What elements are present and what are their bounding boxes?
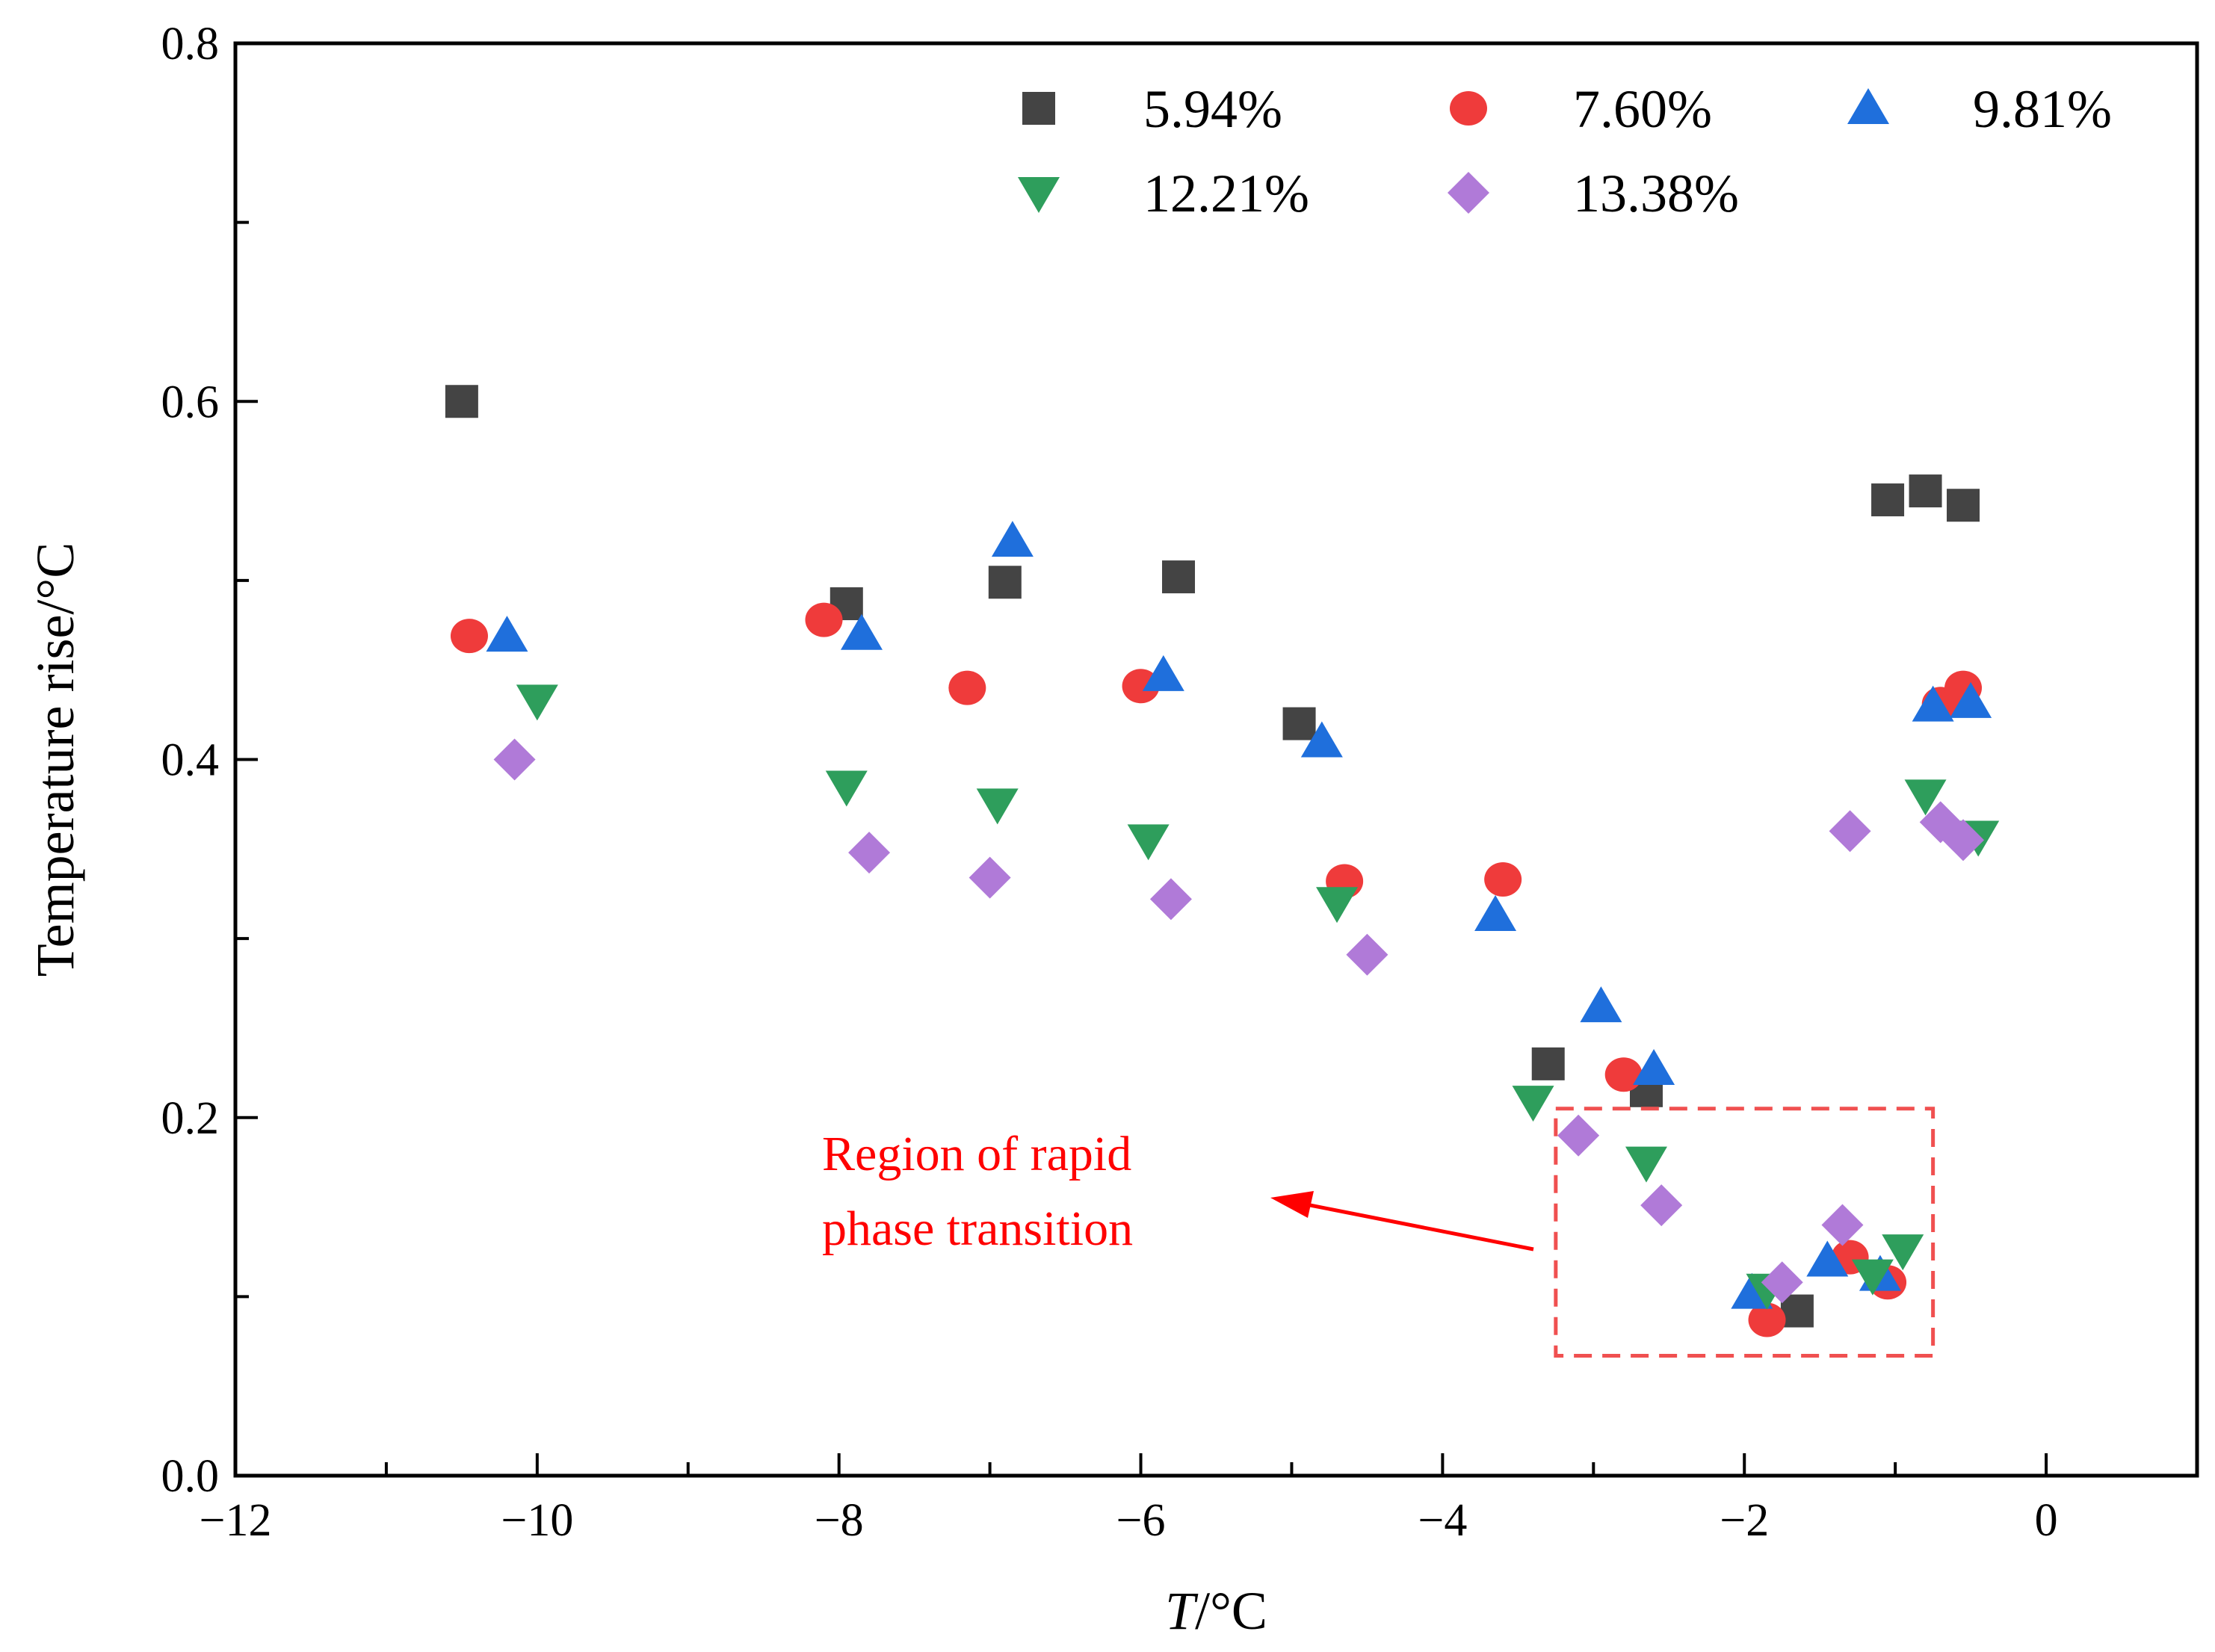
data-point (1604, 1057, 1643, 1092)
data-point (1142, 655, 1184, 691)
data-point (486, 616, 528, 652)
data-point (948, 670, 986, 705)
data-point (848, 832, 891, 874)
legend-label: 12.21% (1143, 164, 1309, 223)
data-point (493, 738, 536, 781)
y-tick-label: 0.2 (161, 1093, 220, 1144)
data-point (1780, 1294, 1814, 1328)
data-point (1149, 878, 1192, 921)
data-point (991, 521, 1034, 557)
annotation-text-line: Region of rapid (822, 1127, 1131, 1181)
x-axis-title-variable: T (1165, 1581, 1199, 1641)
data-point (1950, 681, 1992, 718)
plot-frame (233, 41, 2199, 1478)
data-point (1316, 887, 1359, 924)
y-tick-label: 0.8 (161, 19, 220, 69)
data-point (988, 566, 1022, 599)
data-point (840, 613, 883, 650)
x-tick-label: −4 (1418, 1495, 1467, 1546)
legend-marker (1450, 91, 1487, 126)
data-point (825, 770, 868, 807)
y-tick-label: 0.6 (161, 377, 220, 427)
x-axis-title: T/°C (1165, 1581, 1267, 1641)
x-tick-label: −8 (815, 1495, 864, 1546)
annotation-arrow-shaft (1306, 1202, 1534, 1252)
y-tick-label: 0.0 (161, 1451, 220, 1502)
data-point (1282, 707, 1316, 740)
legend-marker (1022, 92, 1055, 125)
data-point (1821, 1204, 1864, 1246)
data-point (1633, 1049, 1675, 1086)
y-axis-title: Temperature rise/°C (25, 542, 85, 977)
data-point (1882, 1234, 1924, 1271)
legend-label: 13.38% (1573, 164, 1739, 223)
data-point (1761, 1261, 1803, 1304)
data-point (1909, 474, 1942, 508)
data-point (1829, 810, 1871, 853)
legend-marker (1847, 88, 1889, 124)
x-tick-label: −12 (200, 1495, 272, 1546)
data-point (1122, 669, 1160, 704)
data-point (1904, 779, 1947, 816)
annotation-text-line: phase transition (822, 1201, 1133, 1256)
series-5-94 (445, 385, 1980, 1328)
data-point (1851, 1259, 1894, 1296)
data-point (1512, 1086, 1554, 1122)
data-point (1625, 1146, 1667, 1183)
data-point (976, 788, 1019, 825)
data-point (1947, 489, 1980, 522)
legend-label: 9.81% (1973, 79, 2112, 139)
data-point (1912, 685, 1954, 722)
data-point (1557, 1114, 1600, 1157)
annotation-arrow-head (1270, 1191, 1314, 1218)
transition-region-box (1554, 1107, 1936, 1358)
data-point (805, 602, 843, 637)
data-point (1942, 819, 1985, 861)
axes: −12 −10 −8 −6 −4 −2 0 0.0 0.2 0.4 0.6 0.8 T/°C Temper… (25, 19, 2199, 1641)
data-point (1580, 986, 1622, 1023)
data-point (1346, 933, 1388, 976)
data-point (1871, 483, 1905, 517)
y-tick-label: 0.4 (161, 735, 220, 786)
legend-marker (1018, 177, 1060, 213)
x-tick-label: −2 (1720, 1495, 1769, 1546)
x-axis-title-unit: /°C (1195, 1581, 1267, 1641)
x-tick-label: −10 (501, 1495, 573, 1546)
data-point (1474, 894, 1517, 931)
data-point (1531, 1047, 1565, 1080)
data-point (450, 619, 488, 654)
series-13-38 (493, 738, 1985, 1304)
data-point (1162, 560, 1196, 594)
x-tick-label: −6 (1116, 1495, 1166, 1546)
data-point (1640, 1184, 1683, 1227)
data-point (1127, 824, 1170, 861)
legend-marker (1448, 172, 1489, 214)
annotation: Region of rapid phase transition (822, 1107, 1936, 1358)
data-point (516, 684, 558, 721)
data-point (1300, 721, 1343, 758)
legend: 5.94% 7.60% 9.81% 12.21% 13.38% (1018, 79, 2112, 223)
data-point (1484, 862, 1522, 897)
data-points (445, 385, 2000, 1337)
data-point (969, 856, 1011, 899)
data-point (1748, 1302, 1786, 1337)
legend-label: 7.60% (1573, 79, 1712, 139)
legend-label: 5.94% (1143, 79, 1282, 139)
x-tick-label: 0 (2035, 1495, 2058, 1546)
data-point (1806, 1240, 1849, 1277)
data-point (445, 385, 478, 418)
